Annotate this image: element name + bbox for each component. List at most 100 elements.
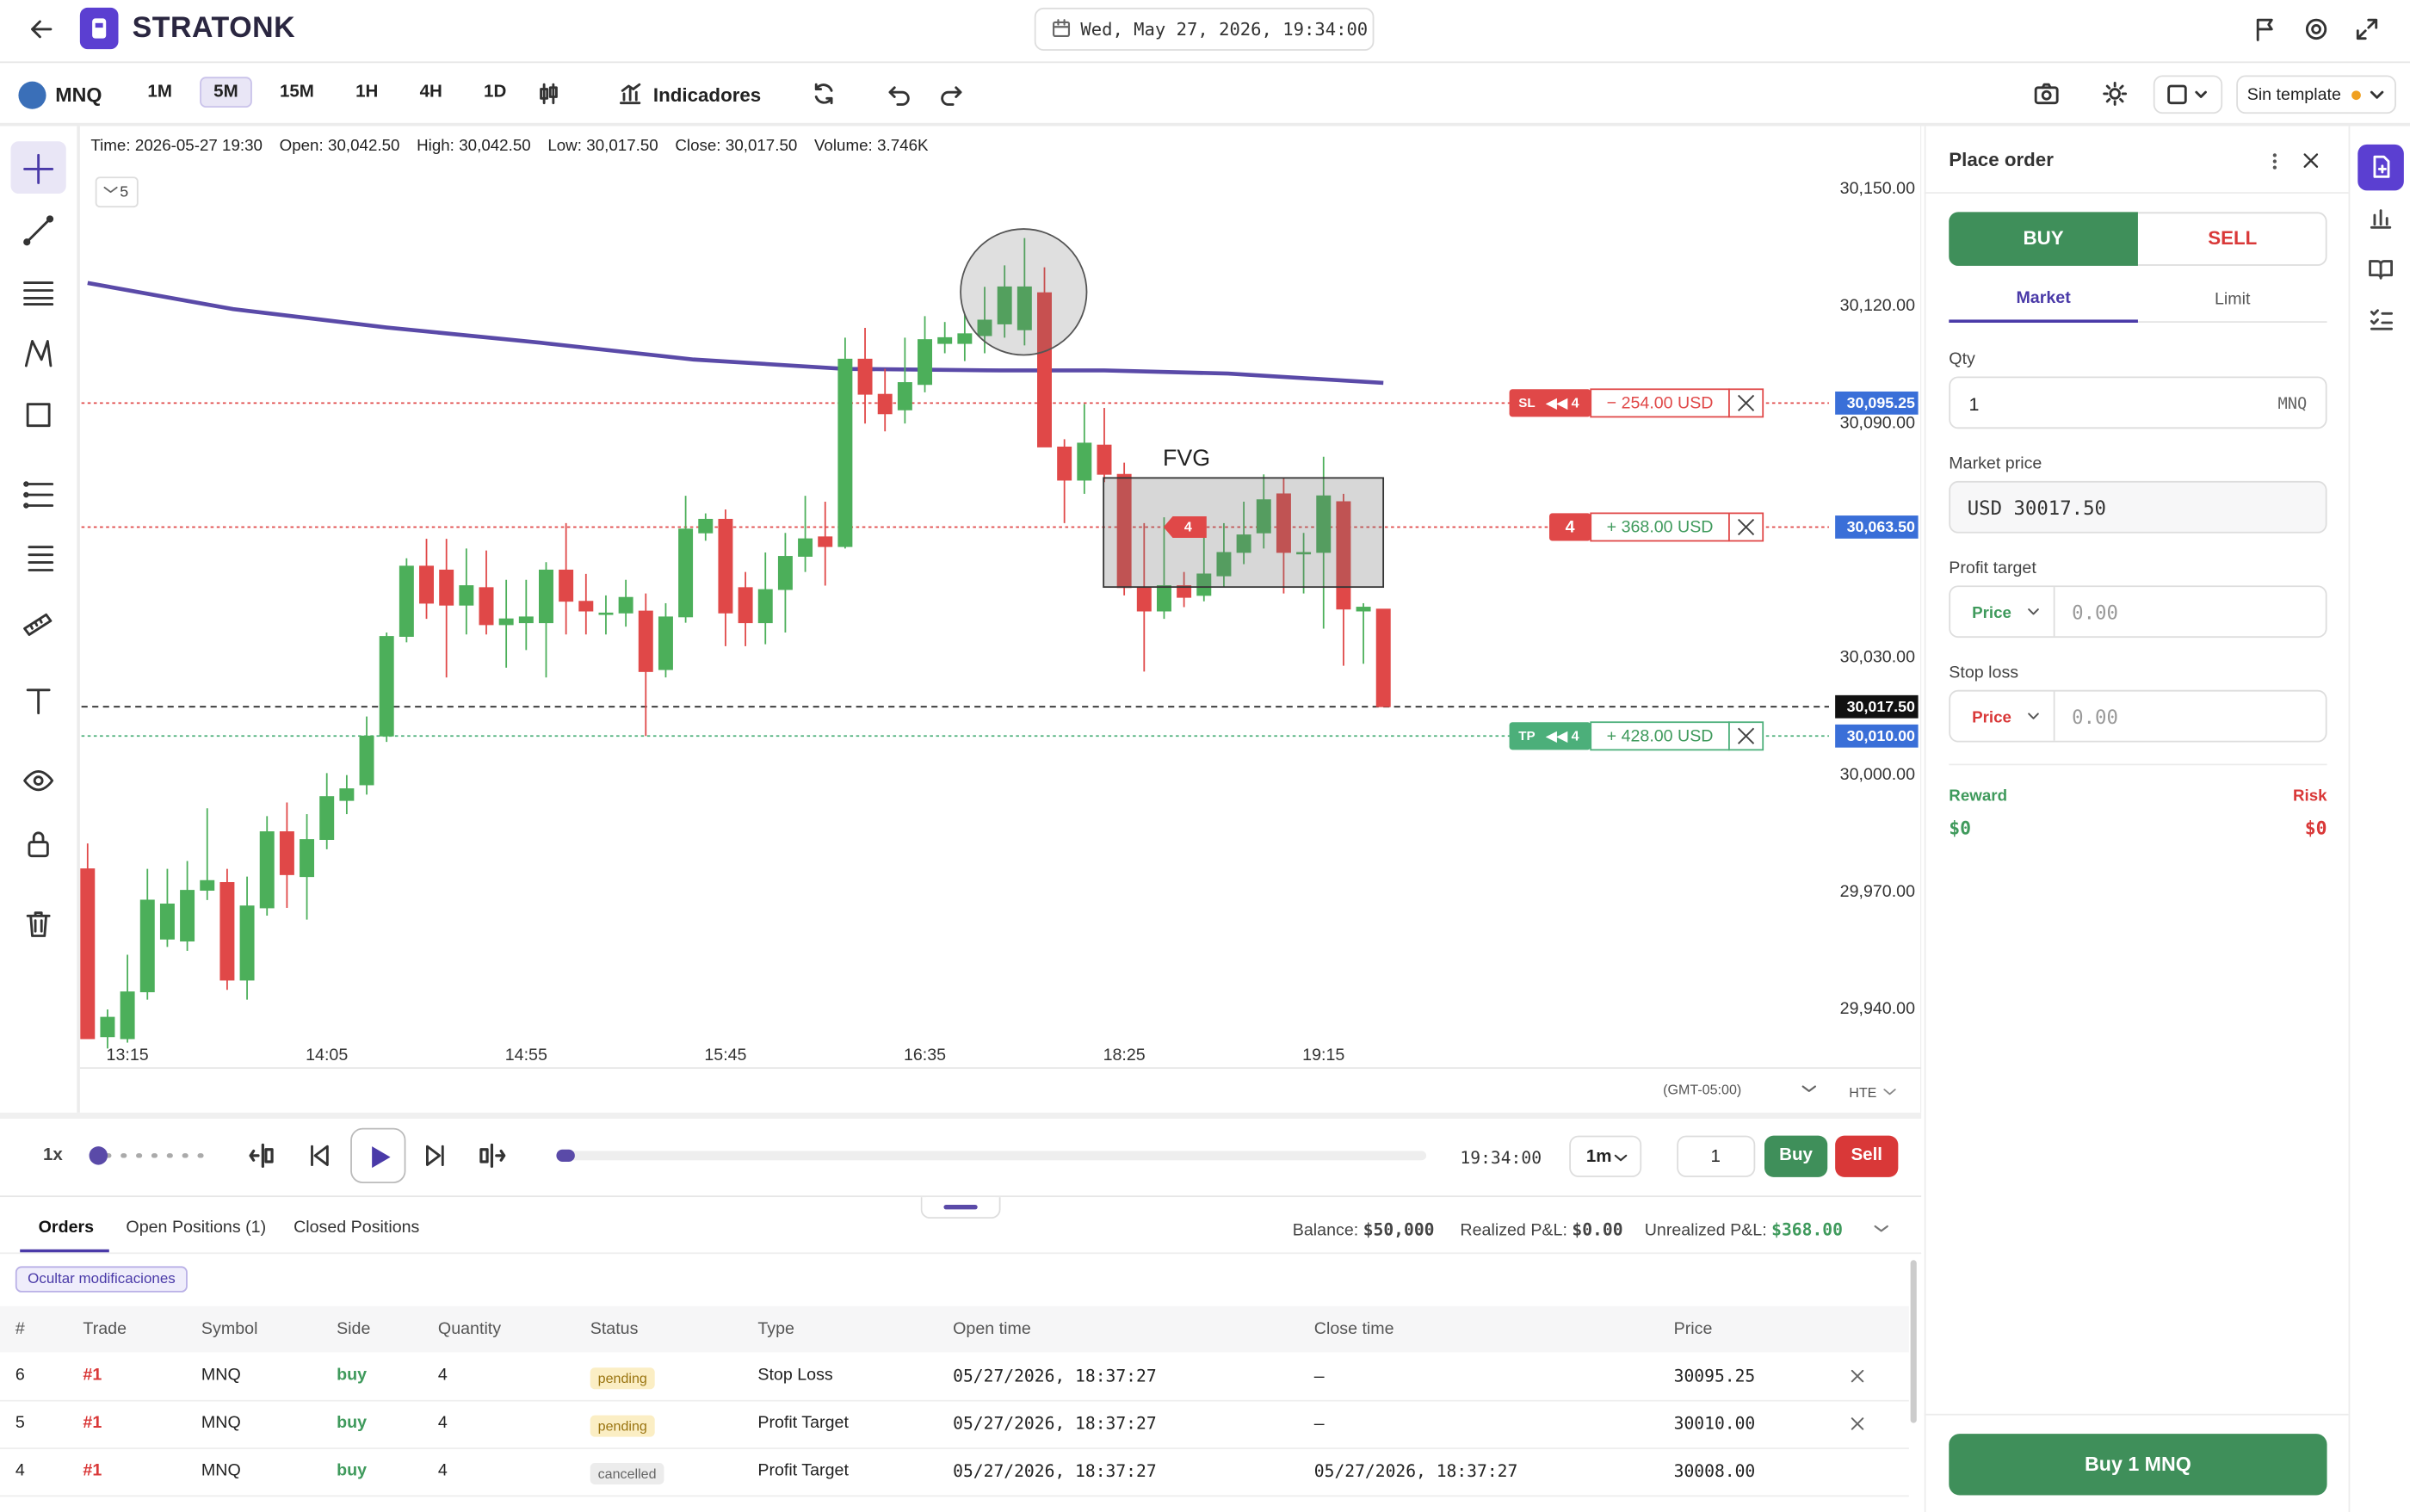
- speed-slider[interactable]: [77, 1144, 207, 1169]
- scrollbar[interactable]: [1910, 1260, 1917, 1423]
- decoration: [540, 88, 549, 100]
- timeframe-button[interactable]: 15M: [279, 83, 314, 102]
- timezone-chevron[interactable]: [1801, 1083, 1817, 1095]
- profit-input[interactable]: 0.00: [2072, 601, 2118, 624]
- sell-button[interactable]: Sell: [1835, 1135, 1899, 1177]
- profit-mode[interactable]: Price: [1972, 603, 2011, 623]
- candle-body: [1256, 499, 1271, 534]
- collapse-button[interactable]: [1874, 1223, 1889, 1235]
- close-button[interactable]: [2302, 152, 2320, 170]
- cell: buy: [337, 1366, 368, 1385]
- visibility-tool[interactable]: [23, 765, 54, 796]
- decoration: [24, 217, 53, 244]
- fvg-box[interactable]: [1103, 477, 1385, 589]
- cancel-order[interactable]: [1851, 1369, 1864, 1383]
- rect-tool[interactable]: [23, 399, 54, 430]
- redo-button[interactable]: [939, 82, 964, 107]
- info-label: Time:: [90, 136, 131, 156]
- buy-side[interactable]: BUY: [1949, 212, 2138, 266]
- chart-type-button[interactable]: [536, 82, 561, 107]
- decoration: [23, 153, 54, 184]
- hlines-tool[interactable]: [23, 276, 54, 307]
- market-tab[interactable]: Market: [2016, 288, 2071, 308]
- stats-tab[interactable]: [2369, 206, 2394, 231]
- position-tab[interactable]: Orders: [38, 1219, 95, 1237]
- template-select[interactable]: Sin template: [2236, 75, 2396, 114]
- layout-button[interactable]: [2153, 75, 2223, 114]
- circle-drawing[interactable]: [960, 228, 1088, 356]
- datetime-box[interactable]: [1034, 7, 1375, 51]
- fib-tool[interactable]: [23, 479, 54, 510]
- checklist-tab[interactable]: [2369, 307, 2394, 332]
- limit-tab[interactable]: Limit: [2214, 290, 2251, 309]
- playback-speed[interactable]: 1x: [42, 1146, 63, 1165]
- progress-knob[interactable]: [556, 1149, 575, 1162]
- position-tab[interactable]: Closed Positions: [294, 1219, 420, 1237]
- candle-body: [1177, 585, 1192, 598]
- play-button[interactable]: [350, 1127, 406, 1183]
- fib-ext-tool[interactable]: [23, 542, 54, 573]
- qty-input[interactable]: 1: [1677, 1135, 1756, 1177]
- timeframe-button[interactable]: 1D: [484, 83, 507, 102]
- submit-button[interactable]: Buy 1 MNQ: [1949, 1434, 2327, 1496]
- row-divider: [0, 1399, 1909, 1402]
- session-chevron[interactable]: [1882, 1086, 1896, 1097]
- back-button[interactable]: [28, 15, 55, 43]
- crosshair-tool[interactable]: [23, 153, 54, 185]
- interval-select[interactable]: 1m: [1569, 1135, 1642, 1177]
- cancel-order[interactable]: [1851, 1416, 1864, 1430]
- ruler-tool[interactable]: [23, 606, 54, 637]
- session[interactable]: HTE: [1849, 1084, 1877, 1101]
- stop-mode[interactable]: Price: [1972, 708, 2011, 727]
- indicators-button[interactable]: Indicadores: [652, 84, 762, 107]
- cell: 05/27/2026, 18:37:27: [953, 1366, 1157, 1386]
- cell: —: [1313, 1413, 1325, 1435]
- market-price: USD 30017.50: [1967, 496, 2106, 520]
- pattern-tool[interactable]: [23, 338, 54, 369]
- stop-field[interactable]: Price 0.00: [1949, 689, 2327, 743]
- menu-button[interactable]: [2269, 151, 2281, 172]
- undo-button[interactable]: [887, 82, 911, 107]
- fullscreen-button[interactable]: [2355, 17, 2380, 42]
- prev-button[interactable]: [307, 1144, 332, 1169]
- qty-field[interactable]: 1 MNQ: [1949, 376, 2327, 429]
- flag-button[interactable]: [2253, 17, 2278, 42]
- step-forward-button[interactable]: [478, 1143, 506, 1169]
- filter-button[interactable]: Ocultar modificaciones: [15, 1266, 188, 1293]
- line-tool[interactable]: [23, 215, 54, 246]
- stop-input[interactable]: 0.00: [2072, 705, 2118, 729]
- journal-tab[interactable]: [2369, 256, 2394, 281]
- text-tool[interactable]: [23, 685, 54, 716]
- sell-side[interactable]: SELL: [2208, 227, 2258, 250]
- decoration: [33, 775, 44, 787]
- screenshot-button[interactable]: [2033, 82, 2059, 107]
- timezone[interactable]: (GMT-05:00): [1663, 1082, 1742, 1097]
- panel-handle[interactable]: [920, 1197, 1001, 1219]
- decoration: [1053, 19, 1071, 28]
- step-back-button[interactable]: [249, 1143, 276, 1169]
- order-panel-tab[interactable]: [2357, 144, 2404, 191]
- divider: [1949, 321, 2327, 323]
- price-chart[interactable]: FVG 30,150.00 30,120.00 30,090.00 30,030.00…: [0, 0, 1922, 1113]
- timeframe-button[interactable]: 1M: [147, 83, 172, 102]
- order-close-icon: [1737, 394, 1755, 411]
- symbol[interactable]: MNQ: [55, 83, 102, 107]
- next-button[interactable]: [423, 1144, 448, 1169]
- theme-button[interactable]: [2103, 81, 2128, 107]
- decoration: [2311, 24, 2321, 34]
- buy-button[interactable]: Buy: [1764, 1135, 1828, 1177]
- lock-tool[interactable]: [23, 828, 54, 859]
- timeframe-button[interactable]: 1H: [355, 83, 379, 102]
- delete-tool[interactable]: [23, 908, 54, 939]
- settings-button[interactable]: [2304, 17, 2329, 42]
- decoration: [2028, 713, 2039, 719]
- timeframe-button[interactable]: 5M: [200, 77, 252, 108]
- indicator-toggle[interactable]: 5: [95, 176, 139, 208]
- position-tab[interactable]: Open Positions (1): [126, 1219, 267, 1237]
- refresh-button[interactable]: [812, 82, 837, 107]
- y-tick-label: 30,150.00: [1840, 179, 1915, 198]
- progress-bar[interactable]: [556, 1149, 1427, 1162]
- timeframe-button[interactable]: 4H: [419, 83, 442, 102]
- profit-field[interactable]: Price 0.00: [1949, 585, 2327, 639]
- decoration: [2370, 209, 2392, 229]
